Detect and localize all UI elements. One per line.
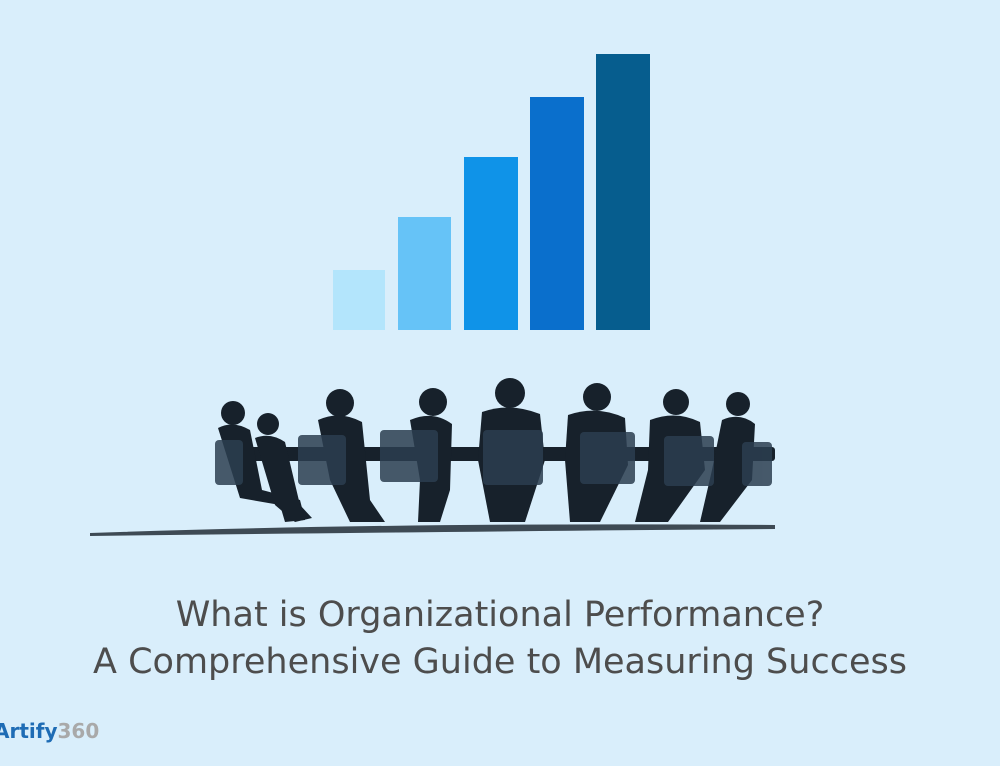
bar-graphic [333,54,650,330]
chairs [215,430,772,486]
logo-suffix: 360 [57,719,100,743]
title-line: A Comprehensive Guide to Measuring Succe… [93,642,907,682]
logo: Artify360 [0,719,99,743]
bar-graphic-bar [464,157,518,330]
bar-graphic-bar [333,270,385,330]
logo-brand: Artify [0,719,58,743]
title-line: What is Organizational Performance? [175,595,825,635]
bar-graphic-bar [596,54,650,330]
bar-graphic-bar [398,217,451,330]
bar-graphic-bar [530,97,584,330]
